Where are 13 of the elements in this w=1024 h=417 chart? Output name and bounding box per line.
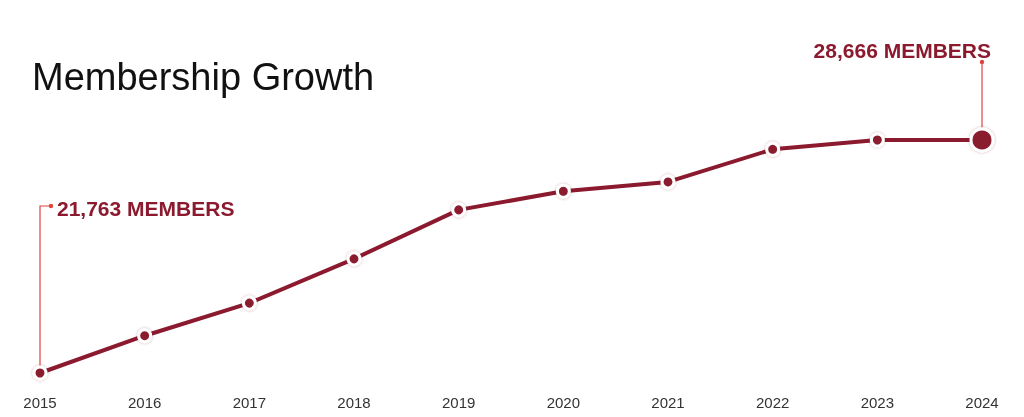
- x-tick-label: 2019: [441, 394, 476, 411]
- x-tick-label: 2024: [965, 394, 999, 411]
- chart-title: Membership Growth: [32, 56, 375, 98]
- annotation: 21,763 MEMBERS: [57, 196, 235, 220]
- annotation: 28,666 MEMBERS: [813, 38, 991, 62]
- x-tick-label: 2022: [755, 394, 790, 411]
- x-tick-label: 2016: [127, 394, 162, 411]
- x-tick-label: 2017: [232, 394, 267, 411]
- x-tick-label: 2018: [337, 394, 371, 411]
- x-tick-label: 2015: [23, 394, 57, 411]
- x-tick-label: 2021: [651, 394, 685, 411]
- x-tick-label: 2020: [546, 394, 581, 411]
- x-tick-label: 2023: [860, 394, 895, 411]
